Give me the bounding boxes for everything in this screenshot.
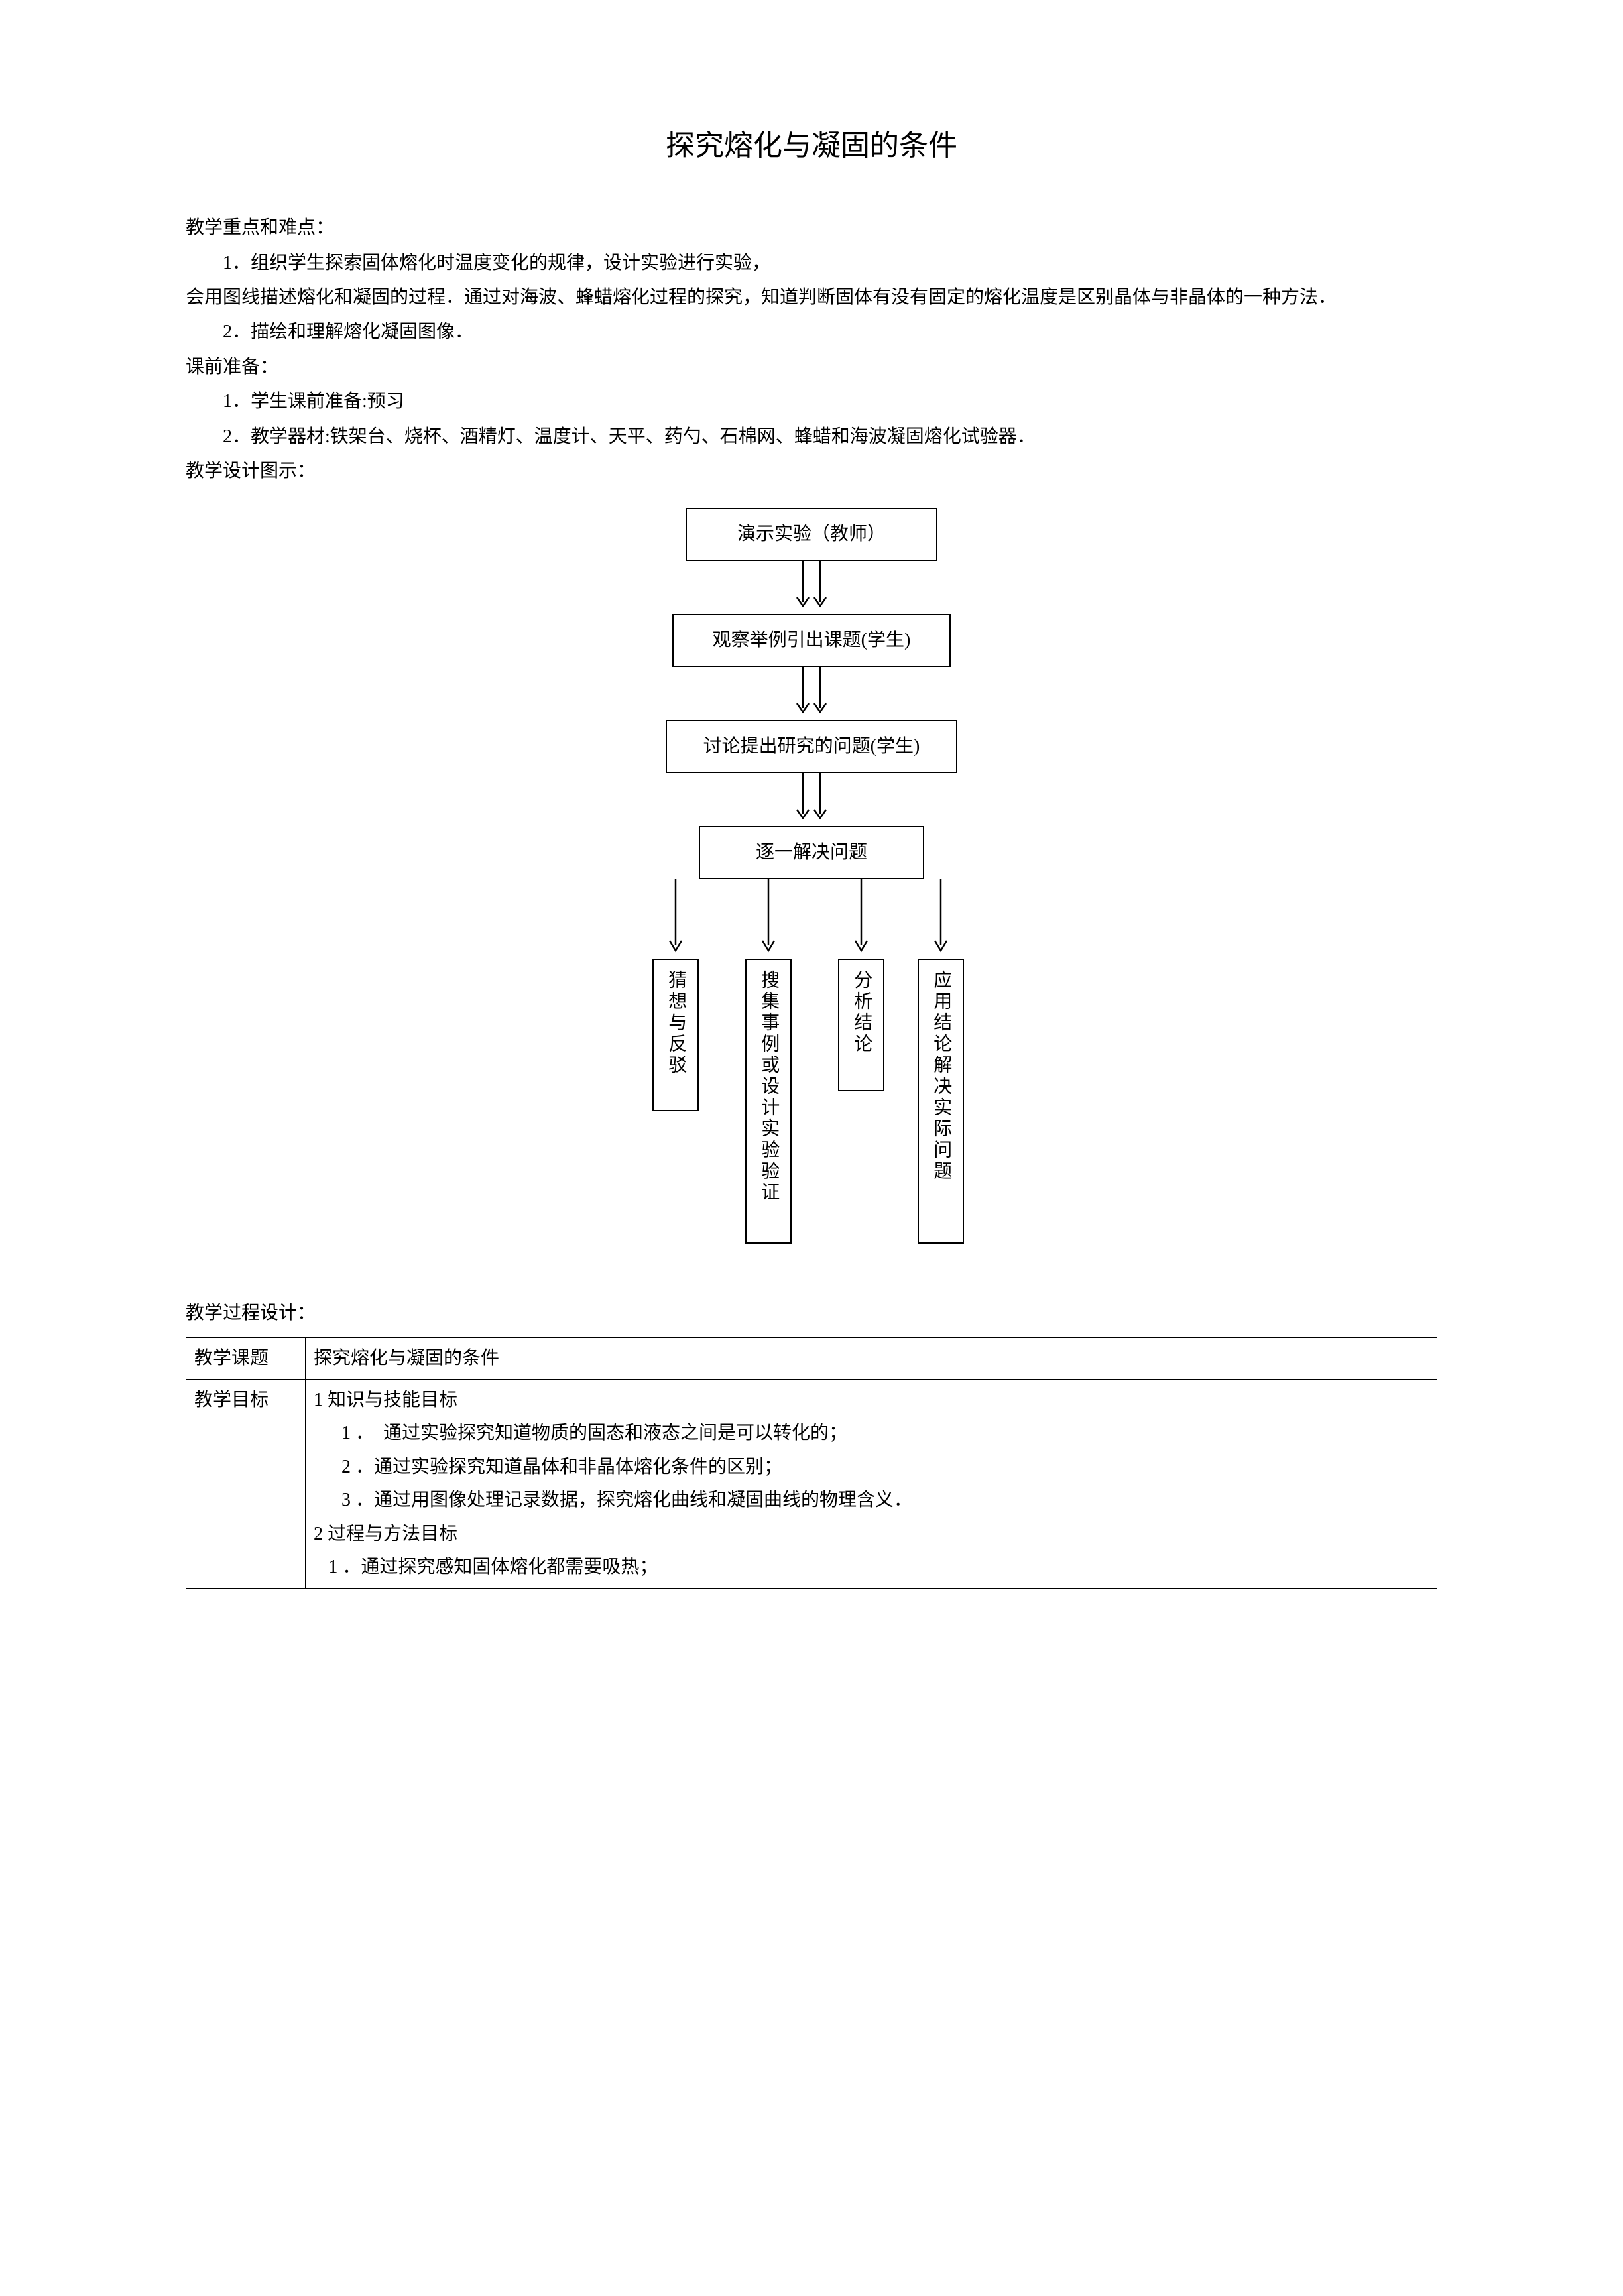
flow-box-4: 逐一解决问题	[699, 826, 924, 879]
goal-1: 1 ． 通过实验探究知道物质的固态和液态之间是可以转化的；	[314, 1417, 1429, 1450]
goal-3: 3 ．通过用图像处理记录数据，探究熔化曲线和凝固曲线的物理含义．	[314, 1484, 1429, 1517]
process-table: 教学课题 探究熔化与凝固的条件 教学目标 1 知识与技能目标 1 ． 通过实验探…	[186, 1337, 1437, 1589]
arrow-3	[795, 773, 828, 826]
vbox-4: 应用结论解决实际问题	[918, 959, 964, 1244]
goal-2: 2 ．通过实验探究知道晶体和非晶体熔化条件的区别；	[314, 1451, 1429, 1484]
page-title: 探究熔化与凝固的条件	[186, 119, 1437, 172]
prep-1: 1．学生课前准备:预习	[186, 385, 1437, 418]
prep-2: 2．教学器材:铁架台、烧杯、酒精灯、温度计、天平、药勺、石棉网、蜂蜡和海波凝固熔…	[186, 420, 1437, 453]
row1-label: 教学课题	[186, 1337, 306, 1379]
flow-box-3: 讨论提出研究的问题(学生)	[666, 720, 957, 773]
table-row: 教学目标 1 知识与技能目标 1 ． 通过实验探究知道物质的固态和液态之间是可以…	[186, 1380, 1437, 1589]
goal-h1: 1 知识与技能目标	[314, 1390, 457, 1410]
vbox-2: 搜集事例或设计实验验证	[745, 959, 792, 1244]
key-point-1b: 会用图线描述熔化和凝固的过程．通过对海波、蜂蜡熔化过程的探究，知道判断固体有没有…	[186, 281, 1437, 314]
split-arrows	[652, 879, 964, 959]
flowchart-diagram: 演示实验（教师） 观察举例引出课题(学生) 讨论提出研究的问题(学生) 逐一解决…	[480, 508, 1143, 1270]
row2-content: 1 知识与技能目标 1 ． 通过实验探究知道物质的固态和液态之间是可以转化的； …	[306, 1380, 1437, 1589]
arrow-2	[795, 667, 828, 720]
goal-4: 1 ．通过探究感知固体熔化都需要吸热；	[314, 1551, 1429, 1584]
design-header: 教学设计图示：	[186, 455, 1437, 488]
key-point-1: 1．组织学生探索固体熔化时温度变化的规律，设计实验进行实验，	[186, 247, 1437, 280]
goal-h2: 2 过程与方法目标	[314, 1524, 457, 1544]
vbox-3: 分析结论	[838, 959, 884, 1091]
vbox-1: 猜想与反驳	[652, 959, 699, 1111]
row2-label: 教学目标	[186, 1380, 306, 1589]
table-row: 教学课题 探究熔化与凝固的条件	[186, 1337, 1437, 1379]
row1-content: 探究熔化与凝固的条件	[306, 1337, 1437, 1379]
arrow-1	[795, 561, 828, 614]
process-header: 教学过程设计：	[186, 1297, 1437, 1330]
key-point-2: 2．描绘和理解熔化凝固图像．	[186, 316, 1437, 349]
flow-box-1: 演示实验（教师）	[686, 508, 937, 561]
flow-box-2: 观察举例引出课题(学生)	[672, 614, 951, 667]
key-points-header: 教学重点和难点：	[186, 211, 1437, 245]
prep-header: 课前准备：	[186, 351, 1437, 384]
